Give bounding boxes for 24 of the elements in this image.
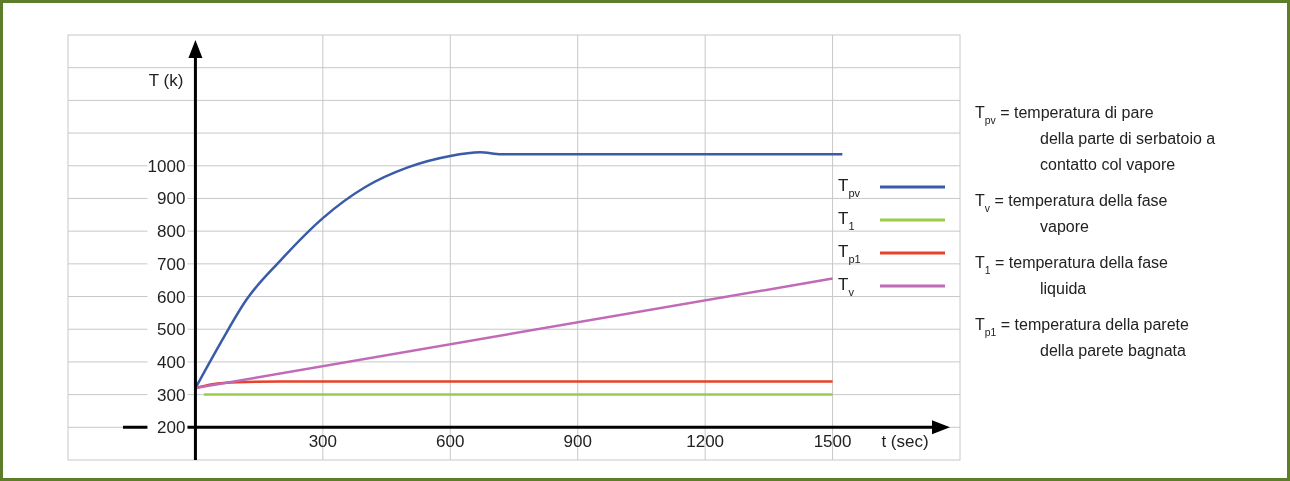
x-tick-label: 600 [436,432,465,452]
x-axis-title: t (sec) [881,432,929,452]
legend-label: T$_{p1}$ [838,242,861,265]
x-tick-label: 1200 [686,432,725,452]
text: T$_{1}$ = temperatura della fase liquida [975,254,1169,297]
x-tick-label: 900 [563,432,592,452]
y-tick-label: 200 [157,418,186,438]
x-tick-label: 300 [308,432,338,452]
y-tick-label: 300 [157,385,186,405]
y-axis-title: T (k) [148,71,184,90]
text: T$_{pv}$ = temperatura di pare della parte di serbatoio a contatto col vapore [975,104,1216,173]
text: T$_{p1}$ = temperatura della parete della parete bagnata [975,316,1190,359]
text: T$_{v}$ = temperatura della fase vapore [975,192,1168,235]
legend-label: T$_{v}$ [838,275,855,298]
legend-label: T$_{1}$ [838,209,855,232]
y-tick-label: 600 [157,287,186,307]
y-tick-label: 800 [157,222,186,242]
y-tick-label: 500 [157,320,186,340]
x-tick-label: 1500 [813,432,852,452]
y-tick-label: 1000 [147,156,186,176]
y-tick-label: 700 [157,254,186,274]
legend-label: T$_{pv}$ [838,176,861,199]
y-tick-label: 900 [157,189,186,209]
y-tick-label: 400 [157,352,186,372]
